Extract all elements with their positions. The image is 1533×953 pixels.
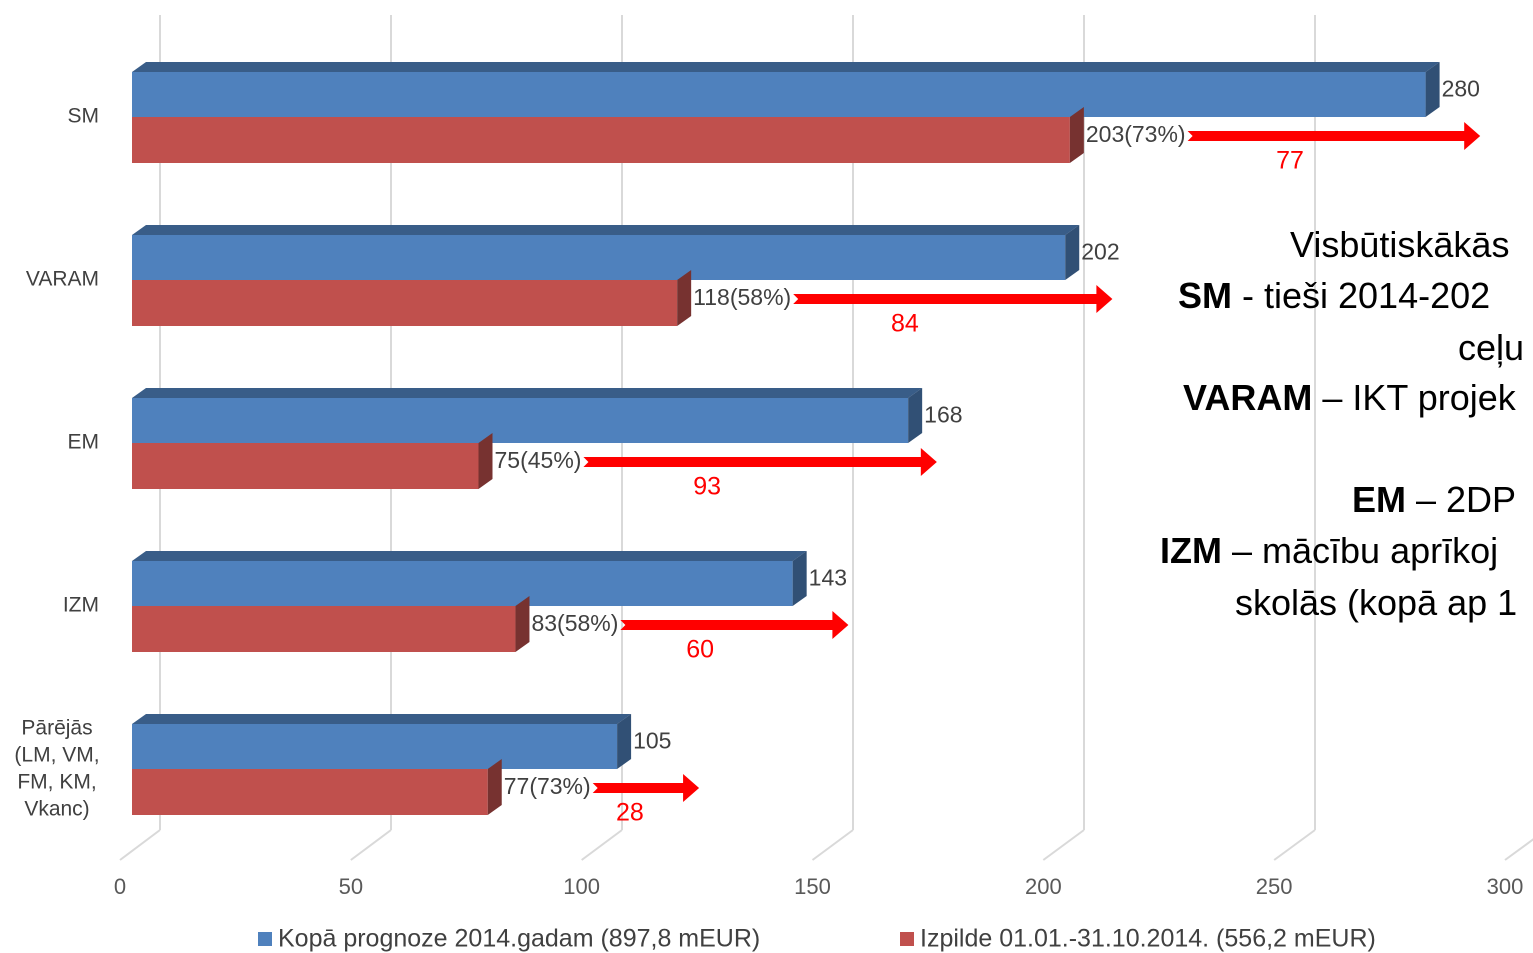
- arrow-label: 77: [1276, 147, 1304, 175]
- x-tick-label: 100: [563, 874, 600, 899]
- bar: [132, 759, 502, 815]
- x-tick-label: 50: [339, 874, 363, 899]
- y-tick-label: SM: [68, 105, 100, 128]
- annotation: ceļu: [1458, 327, 1524, 368]
- bar-side: [792, 551, 807, 606]
- arrow-label: 84: [891, 310, 919, 338]
- annotation-part: ceļu: [1458, 327, 1524, 368]
- data-label: 105: [633, 728, 671, 754]
- annotation-part: IZM: [1160, 530, 1222, 571]
- bar-top: [132, 714, 632, 724]
- bar: [132, 551, 807, 606]
- bar-front: [132, 769, 488, 815]
- x-tick-label: 300: [1487, 874, 1524, 899]
- bar: [132, 388, 923, 443]
- legend-swatch: [900, 932, 914, 946]
- bar-side: [487, 759, 502, 815]
- legend-label: Izpilde 01.01.-31.10.2014. (556,2 mEUR): [920, 925, 1376, 953]
- arrow: [1187, 122, 1481, 150]
- annotation: SM - tieši 2014-202: [1178, 275, 1490, 316]
- bar: [132, 225, 1080, 280]
- bar-top: [132, 225, 1080, 235]
- bar-side: [1065, 225, 1080, 280]
- bar: [132, 596, 530, 652]
- bar-side: [478, 433, 493, 489]
- bar: [132, 62, 1440, 117]
- data-label: 77(73%): [504, 773, 591, 799]
- bar: [132, 714, 632, 769]
- bar-front: [132, 235, 1066, 280]
- bar-top: [132, 388, 923, 398]
- arrow-label: 28: [616, 799, 644, 827]
- annotation: skolās (kopā ap 1: [1235, 582, 1517, 623]
- y-tick-label: EM: [68, 431, 100, 454]
- data-label: 118(58%): [693, 284, 791, 310]
- grid-line: [1504, 838, 1533, 861]
- bar-front: [132, 398, 909, 443]
- bar-front: [132, 72, 1426, 117]
- data-label: 83(58%): [531, 610, 618, 636]
- annotation-part: - tieši 2014-202: [1232, 275, 1490, 316]
- bar-front: [132, 117, 1070, 163]
- data-label: 143: [809, 565, 847, 591]
- annotation: Visbūtiskākās: [1290, 224, 1509, 265]
- y-tick-label: IZM: [63, 594, 99, 617]
- bar: [132, 107, 1084, 163]
- data-label: 203(73%): [1086, 121, 1186, 147]
- annotation-part: – mācību aprīkoj: [1222, 530, 1498, 571]
- bar-side: [908, 388, 923, 443]
- arrow: [620, 611, 849, 639]
- legend-swatch: [258, 932, 272, 946]
- bar-side: [515, 596, 530, 652]
- bar-front: [132, 724, 618, 769]
- bar: [132, 270, 692, 326]
- annotation-part: skolās (kopā ap 1: [1235, 582, 1517, 623]
- bar-top: [132, 62, 1440, 72]
- data-label: 168: [924, 402, 962, 428]
- grid-line: [350, 829, 392, 861]
- bar-front: [132, 606, 516, 652]
- data-label: 75(45%): [495, 447, 582, 473]
- y-tick-label: VARAM: [26, 268, 99, 291]
- annotation-part: EM: [1352, 479, 1406, 520]
- arrow: [793, 285, 1113, 313]
- arrow-label: 93: [693, 473, 721, 501]
- annotation: IZM – mācību aprīkoj: [1160, 530, 1498, 571]
- bar-side: [617, 714, 632, 769]
- arrow: [592, 774, 700, 802]
- data-label: 280: [1442, 76, 1480, 102]
- grid-line: [119, 829, 161, 861]
- bar-top: [132, 551, 807, 561]
- x-tick-label: 250: [1256, 874, 1293, 899]
- annotation: VARAM – IKT projek: [1183, 377, 1517, 418]
- x-tick-label: 200: [1025, 874, 1062, 899]
- grid-line: [1273, 829, 1316, 861]
- annotation-part: – IKT projek: [1312, 377, 1516, 418]
- bar-front: [132, 561, 793, 606]
- annotation-part: Visbūtiskākās: [1290, 224, 1509, 265]
- annotation-part: VARAM: [1183, 377, 1312, 418]
- data-label: 202: [1081, 239, 1119, 265]
- arrow-label: 60: [686, 636, 714, 664]
- grid-line: [1042, 829, 1085, 861]
- arrow: [583, 448, 937, 476]
- grid-line: [811, 829, 854, 861]
- y-tick-label: Pārējās (LM, VM, FM, KM, Vkanc): [14, 716, 99, 820]
- bar: [132, 433, 493, 489]
- annotation-part: SM: [1178, 275, 1232, 316]
- bar-side: [1069, 107, 1084, 163]
- bar-front: [132, 280, 678, 326]
- annotation: EM – 2DP: [1352, 479, 1516, 520]
- annotation-part: – 2DP: [1406, 479, 1516, 520]
- bar-side: [1425, 62, 1440, 117]
- x-tick-label: 0: [114, 874, 126, 899]
- x-tick-label: 150: [794, 874, 831, 899]
- bar-side: [677, 270, 692, 326]
- bar-front: [132, 443, 479, 489]
- grid-line: [581, 829, 623, 861]
- legend-label: Kopā prognoze 2014.gadam (897,8 mEUR): [278, 925, 760, 953]
